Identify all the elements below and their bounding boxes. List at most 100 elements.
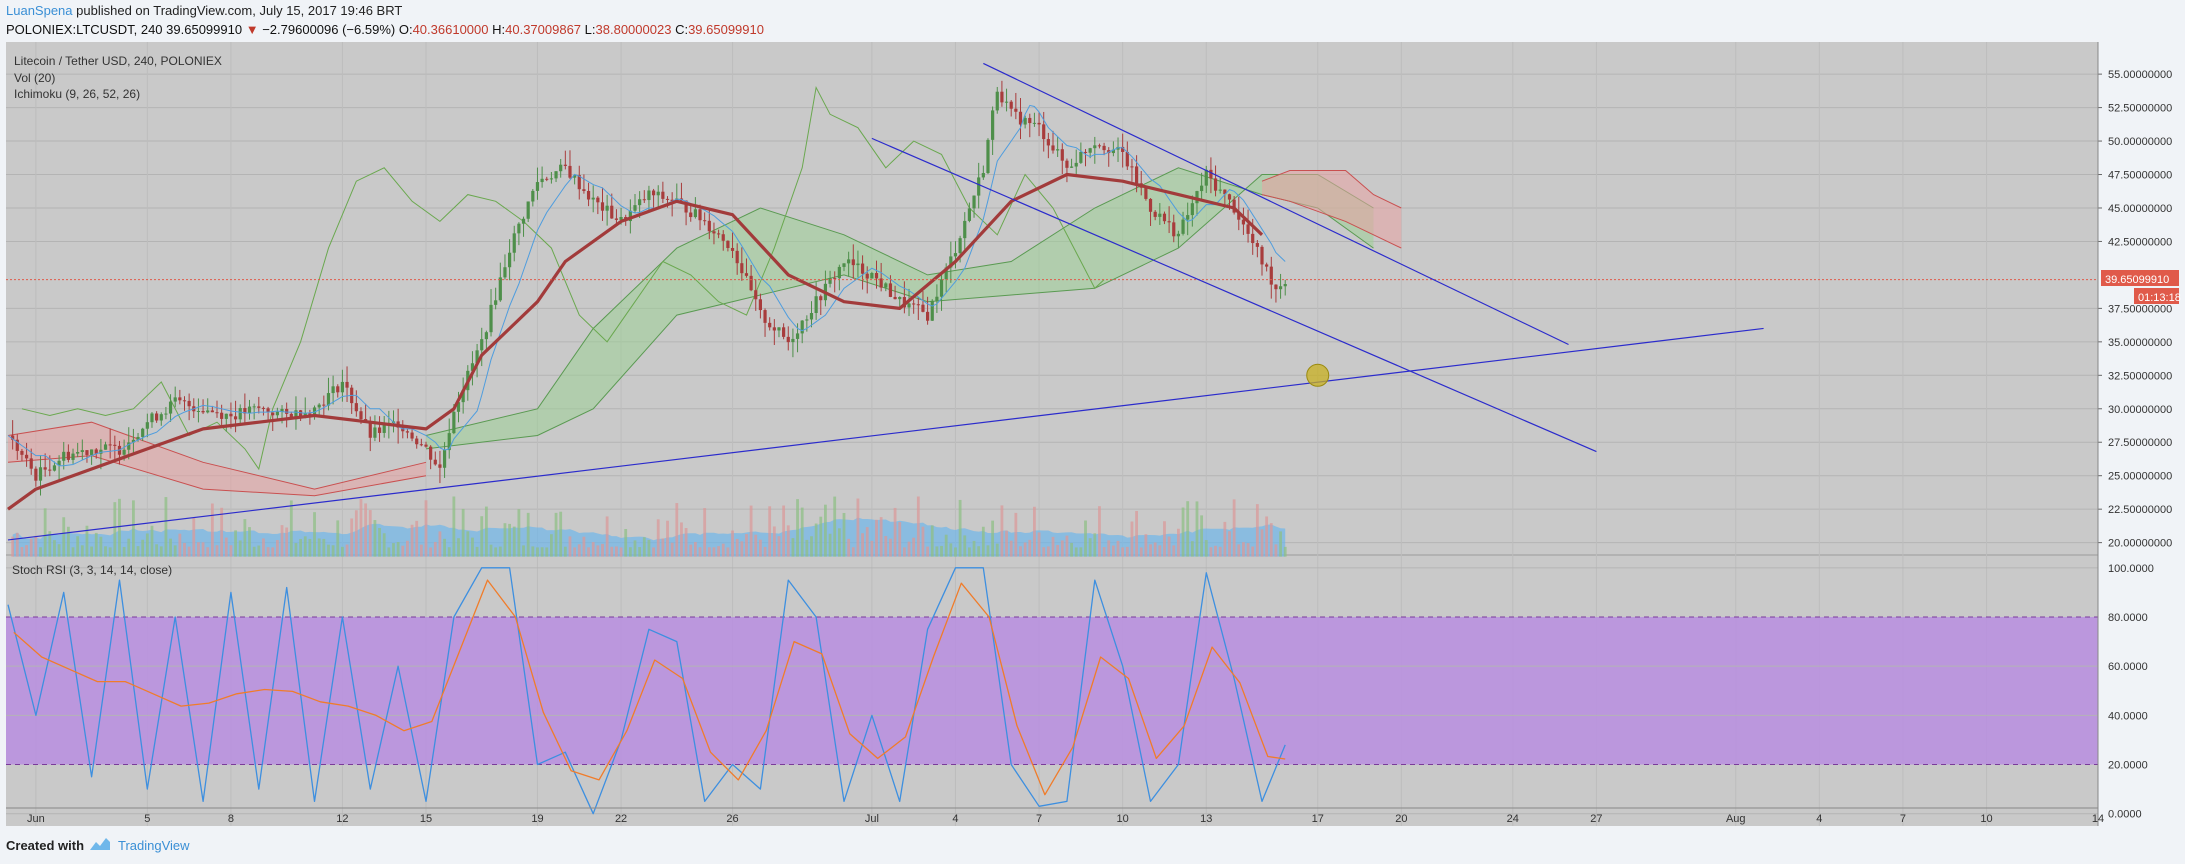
volume-ma-area [12,517,1286,557]
candle-body [991,110,995,140]
volume-bar [833,496,837,557]
candle-body [856,263,860,266]
candle-body [108,444,112,446]
candle-body [1009,101,1013,109]
volume-bar [99,536,103,557]
candle-body [735,250,739,264]
kumo-cloud-future [1262,170,1402,249]
candle-body [373,427,377,438]
volume-bar [224,537,228,557]
volume-bar [986,545,990,557]
candle-body [512,233,516,253]
volume-bar [192,517,196,557]
candle-body [11,435,15,440]
stoch-rsi-pane[interactable] [6,567,2098,815]
volume-bar [433,541,437,557]
candle-body [503,267,507,278]
volume-bar [1065,535,1069,557]
candle-body [1116,146,1120,150]
volume-bar [262,538,265,557]
candle-body [642,199,646,201]
volume-bar [229,545,233,557]
kumo-cloud-future-edge-a [1261,170,1402,209]
volume-bar [29,538,33,557]
candle-body [94,449,98,454]
volume-bar [1190,541,1194,557]
candle-body [837,266,841,279]
volume-bar [573,547,577,557]
candle-body [1037,122,1041,125]
candle-body [717,233,721,235]
candle-body [1148,198,1153,212]
tradingview-link[interactable]: TradingView [118,838,190,853]
high-value: 40.37009867 [505,22,582,37]
candle-body [1223,189,1227,195]
volume-bar [898,522,902,557]
candle-body [842,263,846,267]
candle-body [173,397,177,402]
volume-bar [628,547,632,557]
chart-canvas[interactable]: 55.00000000 52.50000000 50.00000000 47.5000… [0,42,2185,826]
volume-bar [921,526,925,557]
volume-bar [545,547,549,557]
volume-bar [238,540,242,557]
candle-body [238,408,242,420]
candle-body [1204,169,1208,186]
candle-body [930,300,934,321]
volume-bar [912,537,916,557]
time-tick-label: 7 [1900,813,1906,825]
candle-body [442,450,447,468]
candle-body [1121,146,1125,152]
candle-body [480,339,484,351]
time-tick-label: 17 [1312,813,1324,825]
volume-bar [749,505,753,557]
candle-body [591,197,595,200]
candle-body [1158,213,1162,217]
volume-bar [34,535,38,557]
volume-bar [582,536,586,557]
volume-bar [800,507,804,557]
candle-body [43,467,47,470]
publish-line: LuanSpena published on TradingView.com, … [6,3,402,18]
candle-body [1274,284,1278,290]
volume-bar [1000,505,1004,557]
tradingview-logo-icon [90,838,110,850]
volume-bar [173,545,177,557]
volume-bar [559,511,563,557]
volume-bar [517,509,521,557]
volume-bar [661,538,665,557]
volume-bar [1153,542,1157,557]
volume-bar [1116,540,1120,557]
volume-bar [419,544,423,557]
volume-bar [1269,523,1273,557]
candle-body [1260,246,1264,265]
volume-bar [977,546,981,557]
price-tick-label: 30.00000000 [2108,404,2172,416]
volume-bar [796,499,799,557]
volume-bar [1232,499,1236,557]
volume-bar [336,520,340,557]
volume-bar [71,547,75,557]
volume-bar [43,508,47,557]
time-axis[interactable]: Jun 5 8 12 15 19 22 26 Jul 4 7 10 13 17 20 24 27 Aug 4 7 10 1… [6,807,2104,825]
volume-bar [1144,534,1148,557]
volume-bar [15,532,19,557]
volume-bar [810,536,813,557]
volume-bar [299,538,302,557]
volume-bar [1084,520,1087,557]
candle-body [1265,264,1269,267]
candle-body [633,205,637,211]
volume-bar [461,508,465,557]
volume-bar [884,536,888,557]
volume-bar [675,503,679,557]
price-axis[interactable]: 55.00000000 52.50000000 50.00000000 47.5000… [2097,42,2172,826]
volume-bar [94,532,98,557]
volume-bar [406,540,409,557]
volume-bar [1223,521,1227,557]
candle-body [916,304,920,306]
candle-body [127,442,131,450]
candle-body [76,452,80,454]
volume-bar [1042,547,1046,557]
author-link[interactable]: LuanSpena [6,3,73,18]
volume-bar [666,520,669,557]
